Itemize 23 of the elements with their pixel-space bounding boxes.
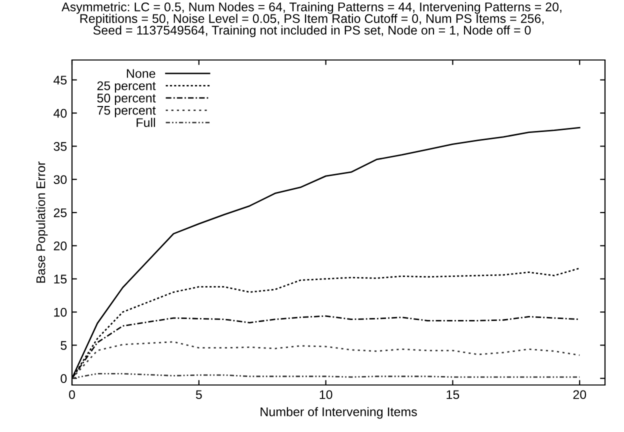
legend-label: Full <box>136 118 155 128</box>
y-tick-label: 25 <box>54 208 67 218</box>
y-tick-label: 5 <box>60 341 67 350</box>
x-axis-title: Number of Intervening Items <box>260 407 417 419</box>
y-tick-label: 40 <box>54 108 67 118</box>
y-tick-label: 45 <box>54 76 67 85</box>
y-tick-label: 20 <box>54 242 67 250</box>
y-tick-label: 35 <box>54 142 67 151</box>
legend-label: None <box>126 69 156 78</box>
x-tick-label: 5 <box>196 390 202 400</box>
legend-label: 75 percent <box>97 106 156 118</box>
chart-title: Asymmetric: LC = 0.5, Num Nodes = 64, Training Patterns = 44, Intervening Patterns = 20, Repititions = 50, Noise Level = 0.05, PS Item Ratio Cutoff = 0, Num PS Items = 256, Seed = 1137549564, Training not included in PS set, Node on = 1, Node off = 0 <box>62 2 562 38</box>
legend-label: 50 percent <box>97 94 156 105</box>
y-tick-label: 0 <box>60 374 67 384</box>
legend-label: 25 percent <box>97 81 156 93</box>
y-tick-label: 10 <box>54 308 67 317</box>
y-axis-title: Base Population Error <box>36 162 48 283</box>
x-tick-label: 0 <box>69 390 75 400</box>
y-tick-label: 30 <box>54 175 67 184</box>
x-tick-label: 20 <box>573 390 586 400</box>
y-tick-label: 15 <box>54 274 67 284</box>
x-tick-label: 10 <box>320 390 332 400</box>
x-tick-label: 15 <box>446 390 460 400</box>
